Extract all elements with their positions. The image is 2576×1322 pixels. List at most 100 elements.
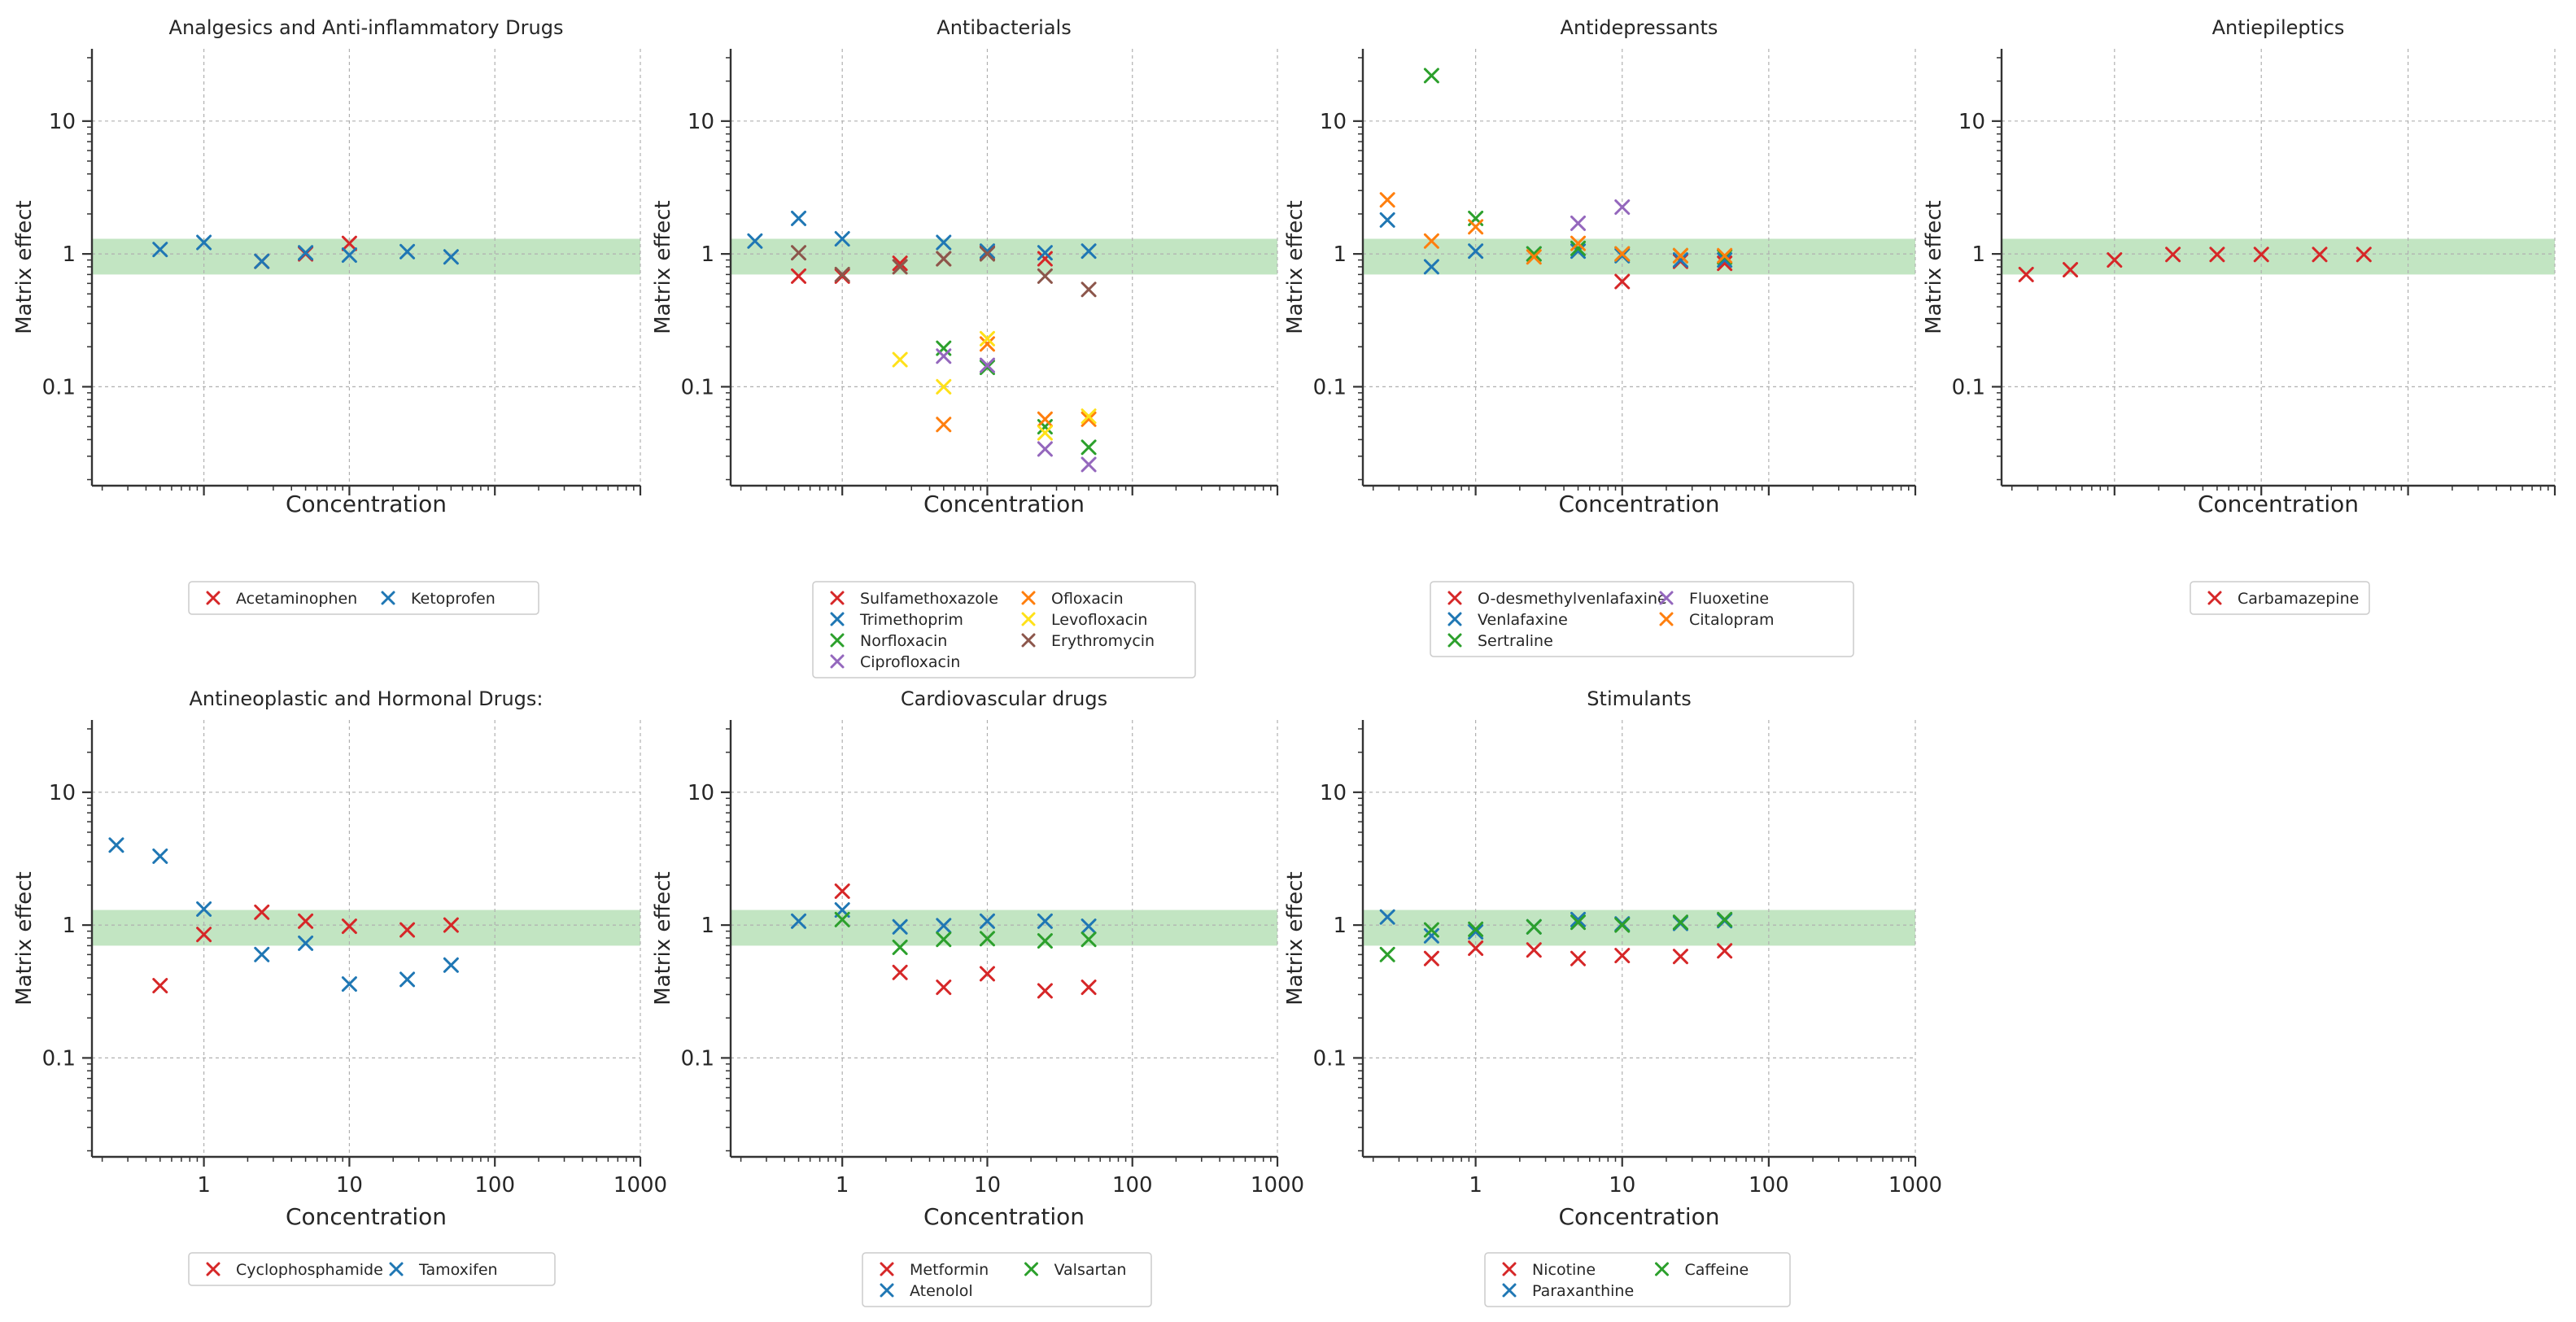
legend-label: Carbamazepine xyxy=(2238,590,2359,608)
x-tick-label: 1000 xyxy=(613,1173,667,1198)
legend-marker xyxy=(381,591,395,605)
legend-label: Sulfamethoxazole xyxy=(860,590,998,608)
y-tick-label: 10 xyxy=(1320,781,1347,805)
data-point xyxy=(1526,942,1542,958)
data-point xyxy=(1468,940,1484,957)
legend-antidepressants: O-desmethylvenlafaxine Venlafaxine Sertral… xyxy=(1430,581,1854,657)
data-point xyxy=(936,417,952,433)
series-citalopram xyxy=(1379,192,1733,265)
legend-label: Tamoxifen xyxy=(418,1261,498,1279)
data-point xyxy=(936,932,952,948)
data-point xyxy=(1081,281,1097,298)
legend-label: Valsartan xyxy=(1054,1261,1127,1279)
series-caffeine xyxy=(1379,911,1733,962)
legend-label: Paraxanthine xyxy=(1532,1282,1634,1300)
legend-marker xyxy=(830,633,845,648)
y-axis-label: Matrix effect xyxy=(651,200,675,334)
legend-marker xyxy=(1447,591,1462,605)
legend-box xyxy=(188,581,539,615)
legend-label: Acetaminophen xyxy=(236,590,357,608)
series-levofloxacin xyxy=(892,330,1097,441)
data-point xyxy=(1423,233,1439,249)
y-tick-label: 10 xyxy=(49,781,76,805)
panel-stimulants: 0.1 1 10 1 10 100 1000 Stimulants Concentration M… xyxy=(1283,687,1942,1230)
chart-title: Antineoplastic and Hormonal Drugs: xyxy=(190,687,544,710)
legend-marker xyxy=(2207,591,2222,605)
data-point xyxy=(1468,219,1484,235)
legend-box xyxy=(188,1252,556,1286)
y-axis-label: Matrix effect xyxy=(1283,200,1308,334)
legend-box xyxy=(2190,581,2370,615)
series-erythromycin xyxy=(791,245,1097,298)
legend-marker xyxy=(1655,1262,1669,1276)
chart-title: Analgesics and Anti-inflammatory Drugs xyxy=(169,16,564,39)
legend-marker xyxy=(1659,612,1674,626)
y-tick-label: 10 xyxy=(1958,110,1985,134)
x-tick-label: 10 xyxy=(974,1173,1001,1198)
data-point xyxy=(1081,408,1097,425)
data-point xyxy=(1570,215,1587,231)
x-tick-label: 1000 xyxy=(1888,1173,1942,1198)
data-point xyxy=(1423,68,1439,84)
data-point xyxy=(1081,243,1097,260)
data-point xyxy=(979,360,995,376)
data-point xyxy=(1468,243,1484,260)
legend-label: Metformin xyxy=(910,1261,989,1279)
legend-label: Venlafaxine xyxy=(1478,611,1568,629)
legend-marker xyxy=(389,1262,404,1276)
x-axis-label: Concentration xyxy=(286,1203,447,1230)
data-point xyxy=(2018,266,2034,282)
data-point xyxy=(1081,439,1097,456)
data-point xyxy=(1081,980,1097,996)
data-point xyxy=(1037,411,1053,427)
data-point xyxy=(1717,252,1733,268)
acceptance-band xyxy=(92,238,640,275)
series-norfloxacin xyxy=(936,340,1097,456)
legend-marker xyxy=(830,654,845,669)
data-point xyxy=(892,964,908,980)
panel-antiepileptics: 0.1 1 10 Antiepileptics Concentration Matrix … xyxy=(1922,16,2556,517)
y-tick-label: 0.1 xyxy=(1313,1046,1347,1071)
data-point xyxy=(152,978,168,994)
data-point xyxy=(936,378,952,395)
data-point xyxy=(1570,950,1587,966)
x-tick-label: 1000 xyxy=(1251,1173,1304,1198)
legend-label: O-desmethylvenlafaxine xyxy=(1478,590,1667,608)
legend-marker xyxy=(830,612,845,626)
data-point xyxy=(1614,948,1631,964)
legend-label: Sertraline xyxy=(1478,632,1553,650)
data-point xyxy=(1037,441,1053,457)
data-point xyxy=(1037,933,1053,949)
x-tick-label: 100 xyxy=(1112,1173,1153,1198)
data-point xyxy=(1570,911,1587,927)
data-point xyxy=(1037,913,1053,929)
data-point xyxy=(1037,251,1053,267)
data-point xyxy=(152,848,168,864)
data-point xyxy=(834,911,850,927)
y-tick-label: 10 xyxy=(49,110,76,134)
data-point xyxy=(1570,235,1587,251)
chart-title: Antidepressants xyxy=(1561,16,1718,39)
series-trimethoprim xyxy=(747,210,1097,261)
x-axis-label: Concentration xyxy=(1558,491,1719,517)
data-point xyxy=(443,957,459,973)
y-axis-label: Matrix effect xyxy=(12,871,37,1006)
data-point xyxy=(254,253,270,269)
data-point xyxy=(196,901,212,917)
series-ketoprofen xyxy=(152,234,459,269)
panel-antineoplastic-and-hormonal-drugs: 0.1 1 10 1 10 100 1000 Antineoplastic and Hormo… xyxy=(12,687,667,1230)
legend-marker xyxy=(1447,612,1462,626)
data-point xyxy=(341,976,357,993)
y-axis-label: Matrix effect xyxy=(651,871,675,1006)
y-tick-label: 0.1 xyxy=(1952,375,1985,399)
x-tick-label: 10 xyxy=(1609,1173,1635,1198)
data-point xyxy=(1614,247,1631,264)
data-point xyxy=(1717,911,1733,927)
data-point xyxy=(1614,273,1631,290)
legend-marker xyxy=(1024,1262,1038,1276)
data-point xyxy=(892,259,908,275)
x-axis-label: Concentration xyxy=(923,1203,1085,1230)
data-point xyxy=(399,922,416,938)
x-tick-label: 1 xyxy=(197,1173,211,1198)
series-carbamazepine xyxy=(2018,247,2372,282)
